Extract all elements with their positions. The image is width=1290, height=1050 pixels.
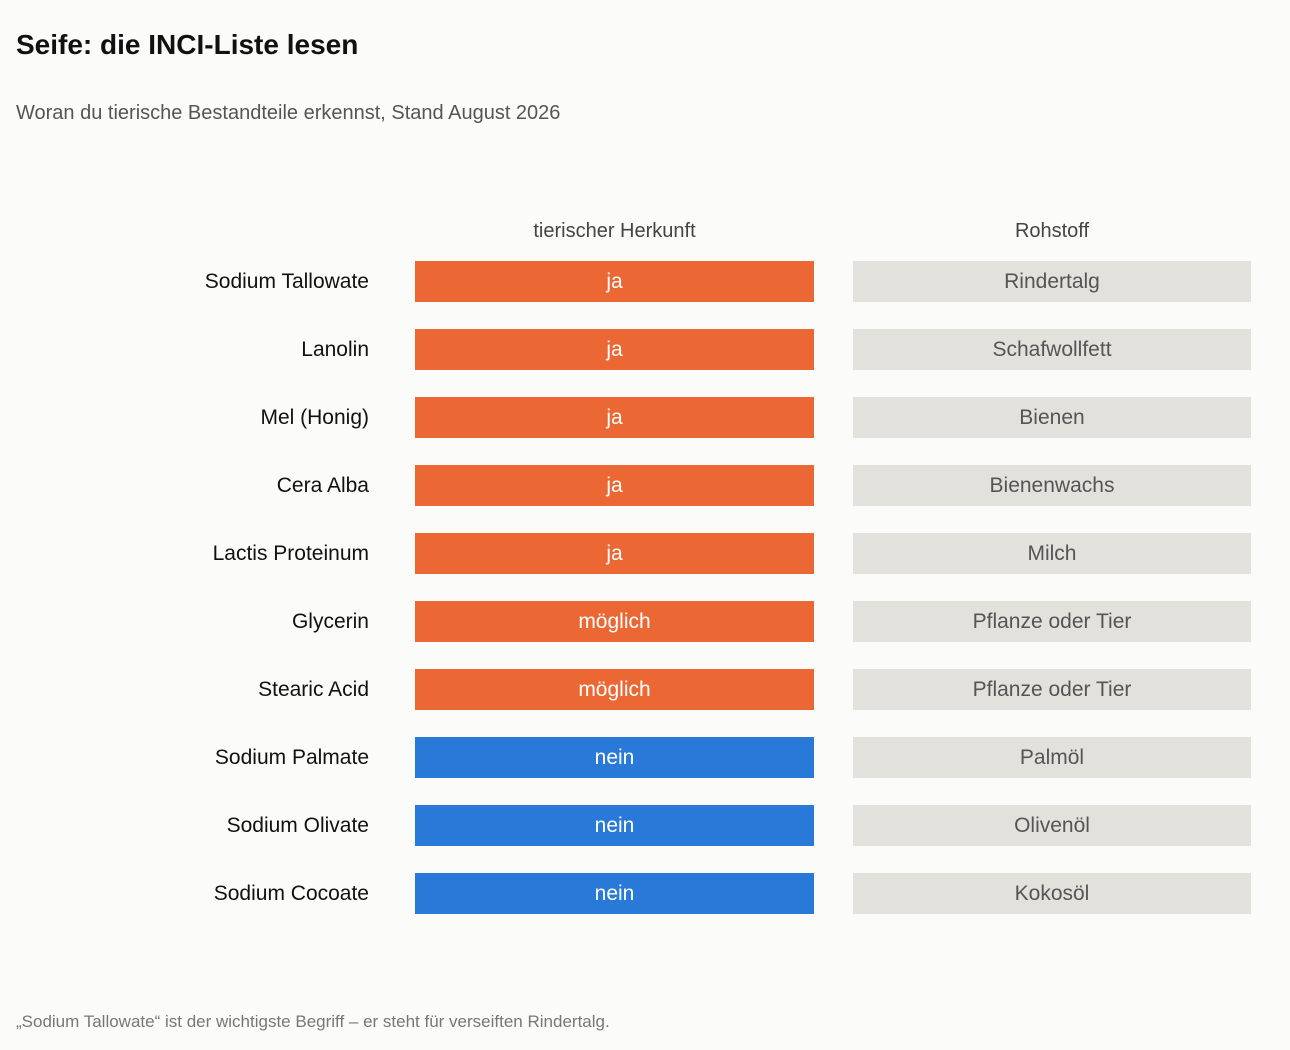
material-cell: Bienen xyxy=(853,397,1251,438)
material-cell: Pflanze oder Tier xyxy=(853,601,1251,642)
material-cell: Kokosöl xyxy=(853,873,1251,914)
ingredient-label: Glycerin xyxy=(291,610,369,633)
column-header-origin: tierischer Herkunft xyxy=(533,220,696,242)
origin-cell: ja xyxy=(415,397,814,438)
origin-cell: ja xyxy=(415,465,814,506)
origin-cell: ja xyxy=(415,261,814,302)
origin-cell: ja xyxy=(415,329,814,370)
origin-cell: möglich xyxy=(415,669,814,710)
ingredient-label: Sodium Olivate xyxy=(226,814,369,837)
table-row: Mel (Honig) ja Bienen xyxy=(0,397,1290,438)
column-header-material: Rohstoff xyxy=(1014,220,1090,242)
table-row: Lanolin ja Schafwollfett xyxy=(0,329,1290,370)
table-row: Cera Alba ja Bienenwachs xyxy=(0,465,1290,506)
footnote: „Sodium Tallowate“ ist der wichtigste Be… xyxy=(16,1012,610,1031)
origin-cell: nein xyxy=(415,873,814,914)
table-row: Sodium Tallowate ja Rindertalg xyxy=(0,261,1290,302)
material-cell: Milch xyxy=(853,533,1251,574)
ingredient-label: Stearic Acid xyxy=(258,678,369,701)
material-cell: Bienenwachs xyxy=(853,465,1251,506)
ingredient-label: Cera Alba xyxy=(276,474,369,497)
material-cell: Schafwollfett xyxy=(853,329,1251,370)
chart-title: Seife: die INCI-Liste lesen xyxy=(16,29,359,60)
ingredient-label: Mel (Honig) xyxy=(260,406,369,429)
ingredient-label: Sodium Tallowate xyxy=(204,270,369,293)
origin-cell: ja xyxy=(415,533,814,574)
table-row: Lactis Proteinum ja Milch xyxy=(0,533,1290,574)
table-row: Stearic Acid möglich Pflanze oder Tier xyxy=(0,669,1290,710)
table-row: Sodium Palmate nein Palmöl xyxy=(0,737,1290,778)
ingredient-label: Lanolin xyxy=(301,338,369,361)
table-row: Sodium Cocoate nein Kokosöl xyxy=(0,873,1290,914)
table-row: Sodium Olivate nein Olivenöl xyxy=(0,805,1290,846)
material-cell: Rindertalg xyxy=(853,261,1251,302)
ingredient-label: Sodium Palmate xyxy=(214,746,369,769)
material-cell: Olivenöl xyxy=(853,805,1251,846)
material-cell: Pflanze oder Tier xyxy=(853,669,1251,710)
origin-cell: nein xyxy=(415,737,814,778)
origin-cell: möglich xyxy=(415,601,814,642)
material-cell: Palmöl xyxy=(853,737,1251,778)
table-row: Glycerin möglich Pflanze oder Tier xyxy=(0,601,1290,642)
ingredient-label: Sodium Cocoate xyxy=(213,882,369,905)
ingredient-label: Lactis Proteinum xyxy=(212,542,369,565)
chart-subtitle: Woran du tierische Bestandteile erkennst… xyxy=(16,102,561,124)
origin-cell: nein xyxy=(415,805,814,846)
